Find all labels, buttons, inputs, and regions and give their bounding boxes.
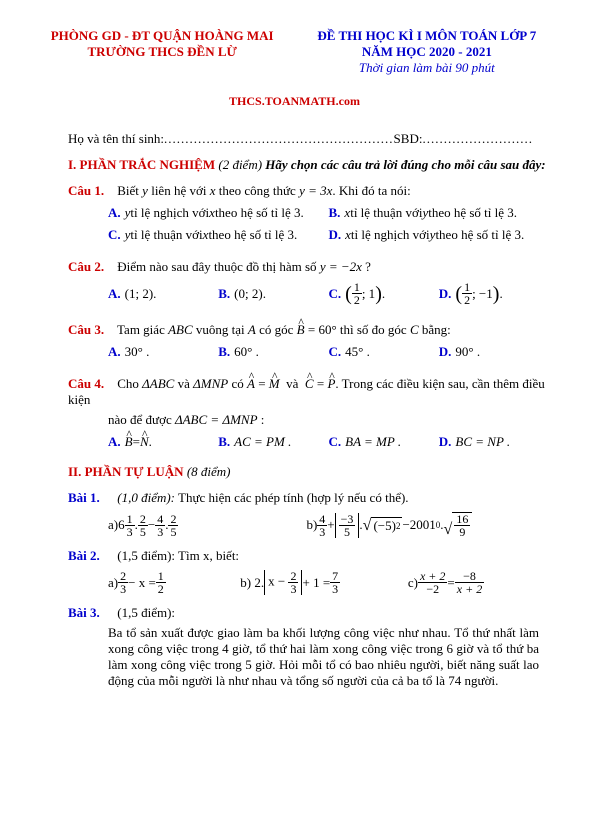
dept-line: PHÒNG GD - ĐT QUẬN HOÀNG MAI	[40, 28, 284, 44]
q4-label: Câu 4.	[68, 376, 114, 392]
b1-label: Bài 1.	[68, 490, 114, 506]
sec2-prefix: II. PHẦN TỰ LUẬN	[68, 464, 184, 479]
b2-c: c) x + 2−2 = −8x + 2	[408, 570, 549, 595]
section-2-head: II. PHẦN TỰ LUẬN (8 điểm)	[68, 464, 549, 480]
b2-b: b) 2.x − 23 + 1 = 73	[240, 570, 408, 595]
b3-points: (1,5 điểm):	[117, 605, 175, 620]
q2-opt-d: D. (12; −1).	[439, 281, 549, 306]
sec1-prefix: I. PHẦN TRẮC NGHIỆM	[68, 157, 215, 172]
q4-opt-c: C. BA = MP .	[329, 434, 439, 450]
q4-opt-d: D. BC = NP .	[439, 434, 549, 450]
header-left: PHÒNG GD - ĐT QUẬN HOÀNG MAI TRƯỜNG THCS…	[40, 28, 284, 76]
duration-line: Thời gian làm bài 90 phút	[305, 60, 549, 76]
q4-options: A. B = N . B. AC = PM . C. BA = MP . D. …	[108, 434, 549, 456]
name-dots: ........................................…	[164, 131, 394, 146]
q3-options: A. 30° . B. 60° . C. 45° . D. 90° .	[108, 344, 549, 366]
q3-opt-d: D. 90° .	[439, 344, 549, 360]
q4-line2: nào để được ΔABC = ΔMNP :	[108, 412, 549, 428]
header-right: ĐỀ THI HỌC KÌ I MÔN TOÁN LỚP 7 NĂM HỌC 2…	[305, 28, 549, 76]
q4-opt-b: B. AC = PM .	[218, 434, 328, 450]
question-2: Câu 2. Điểm nào sau đây thuộc đồ thị hàm…	[68, 259, 549, 275]
sec1-points: (2 điểm)	[215, 157, 265, 172]
b1-points: (1,0 điểm):	[117, 490, 175, 505]
q1-options: A. y tỉ lệ nghịch với x theo hệ số tỉ lệ…	[108, 205, 549, 249]
school-line: TRƯỜNG THCS ĐỀN LỪ	[40, 44, 284, 60]
q2-opt-a: A. (1; 2).	[108, 281, 218, 306]
b3-label: Bài 3.	[68, 605, 114, 621]
sbd-dots: ..........................	[422, 131, 533, 146]
sec1-rest: Hãy chọn các câu trả lời đúng cho mỗi câ…	[265, 157, 545, 172]
title-line-1: ĐỀ THI HỌC KÌ I MÔN TOÁN LỚP 7	[305, 28, 549, 44]
q1-text: Biết y liên hệ với x theo công thức y = …	[117, 183, 411, 198]
q1-label: Câu 1.	[68, 183, 114, 199]
q1-opt-d: D. x tỉ lệ nghịch với y theo hệ số tỉ lệ…	[329, 227, 550, 243]
question-4: Câu 4. Cho ΔABC và ΔMNP có A = M và C = …	[68, 376, 549, 408]
q4-opt-a: A. B = N .	[108, 434, 218, 450]
b2-items: a) 23 − x = 12 b) 2.x − 23 + 1 = 73 c) x…	[108, 570, 549, 595]
q3-label: Câu 3.	[68, 322, 114, 338]
b1-text: Thực hiện các phép tính (hợp lý nếu có t…	[178, 490, 409, 505]
student-info-line: Họ và tên thí sinh:.....................…	[68, 131, 549, 147]
q2-options: A. (1; 2). B. (0; 2). C. (12; 1). D. (12…	[108, 281, 549, 312]
q3-opt-b: B. 60° .	[218, 344, 328, 360]
b2-points: (1,5 điểm): Tìm x, biết:	[117, 548, 239, 563]
sec2-points: (8 điểm)	[184, 464, 231, 479]
site-link: THCS.TOANMATH.com	[40, 94, 549, 109]
bai-2: Bài 2. (1,5 điểm): Tìm x, biết:	[68, 548, 549, 564]
q2-opt-c: C. (12; 1).	[329, 281, 439, 306]
question-3: Câu 3. Tam giác ABC vuông tại A có góc B…	[68, 322, 549, 338]
b1-a: a) 613.25 − 43.25	[108, 513, 306, 538]
q2-opt-b: B. (0; 2).	[218, 281, 328, 306]
bai-1: Bài 1. (1,0 điểm): Thực hiện các phép tí…	[68, 490, 549, 506]
q1-opt-b: B. x tỉ lệ thuận với y theo hệ số tỉ lệ …	[329, 205, 550, 221]
section-1-head: I. PHẦN TRẮC NGHIỆM (2 điểm) Hãy chọn cá…	[68, 157, 549, 173]
b2-a: a) 23 − x = 12	[108, 570, 240, 595]
name-label: Họ và tên thí sinh:	[68, 131, 164, 146]
b3-body: Ba tổ sản xuất được giao làm ba khối lượ…	[108, 625, 539, 689]
question-1: Câu 1. Biết y liên hệ với x theo công th…	[68, 183, 549, 199]
b1-b: b) 43 + −35.√(−5)2 − 20010.√169	[306, 512, 549, 538]
q2-label: Câu 2.	[68, 259, 114, 275]
title-line-2: NĂM HỌC 2020 - 2021	[305, 44, 549, 60]
b2-label: Bài 2.	[68, 548, 114, 564]
q1-opt-a: A. y tỉ lệ nghịch với x theo hệ số tỉ lệ…	[108, 205, 329, 221]
bai-3: Bài 3. (1,5 điểm):	[68, 605, 549, 621]
exam-header: PHÒNG GD - ĐT QUẬN HOÀNG MAI TRƯỜNG THCS…	[40, 28, 549, 76]
q3-opt-a: A. 30° .	[108, 344, 218, 360]
q3-text: Tam giác ABC vuông tại A có góc B = 60° …	[117, 322, 451, 337]
q3-opt-c: C. 45° .	[329, 344, 439, 360]
b1-items: a) 613.25 − 43.25 b) 43 + −35.√(−5)2 − 2…	[108, 512, 549, 538]
q1-opt-c: C. y tỉ lệ thuận với x theo hệ số tỉ lệ …	[108, 227, 329, 243]
sbd-label: SBD:	[394, 131, 423, 146]
q2-text: Điểm nào sau đây thuộc đồ thị hàm số y =…	[117, 259, 371, 274]
q4-text: Cho ΔABC và ΔMNP có A = M và C = P. Tron…	[68, 376, 545, 407]
